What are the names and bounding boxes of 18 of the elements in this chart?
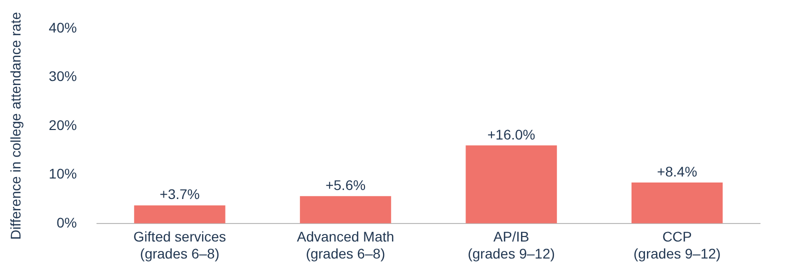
- bar: [134, 205, 226, 224]
- bar: [300, 196, 392, 224]
- data-label: +8.4%: [657, 163, 698, 180]
- y-tick-label: 0%: [56, 214, 77, 230]
- data-label: +5.6%: [325, 176, 366, 193]
- y-axis-title: Difference in college attendance rate: [7, 12, 24, 240]
- x-tick-label: AP/IB (grades 9–12): [468, 228, 555, 262]
- y-tick-label: 20%: [48, 116, 77, 133]
- x-tick-label: CCP (grades 9–12): [634, 228, 721, 262]
- data-label: +3.7%: [160, 186, 200, 202]
- y-tick-label: 30%: [48, 68, 77, 84]
- y-tick-label: 10%: [48, 166, 77, 182]
- data-label: +16.0%: [487, 126, 536, 142]
- y-tick-label: 40%: [48, 19, 77, 36]
- bar: [466, 145, 557, 224]
- x-tick-label: Gifted services (grades 6–8): [133, 228, 226, 262]
- x-tick-label: Advanced Math (grades 6–8): [296, 228, 394, 262]
- bar: [632, 182, 723, 224]
